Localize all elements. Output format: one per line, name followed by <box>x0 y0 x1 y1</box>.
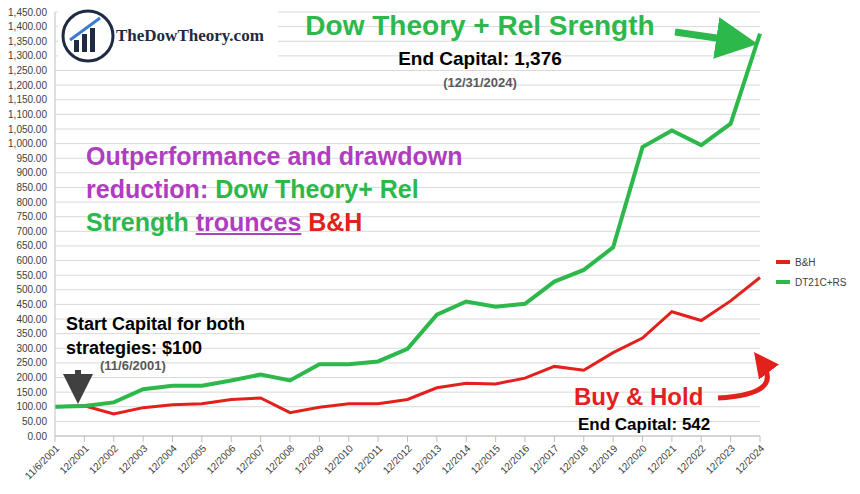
svg-text:1,350.00: 1,350.00 <box>8 36 47 47</box>
svg-text:12/2012: 12/2012 <box>381 442 415 476</box>
svg-text:900.00: 900.00 <box>16 167 47 178</box>
svg-text:12/2024: 12/2024 <box>733 442 767 476</box>
svg-text:12/2009: 12/2009 <box>292 442 326 476</box>
html-text:Buy & Hold: Buy & Hold <box>574 383 704 410</box>
svg-text:12/2011: 12/2011 <box>352 442 385 475</box>
html-text:(12/31/2024): (12/31/2024) <box>443 75 517 90</box>
html-text:Outperformance and drawdown re: Outperformance and drawdown reduction: D… <box>86 142 463 236</box>
svg-text:850.00: 850.00 <box>16 182 47 193</box>
html-text:End Capital: 542: End Capital: 542 <box>578 415 711 434</box>
svg-text:1,400.00: 1,400.00 <box>8 21 47 32</box>
svg-text:12/2021: 12/2021 <box>645 442 679 476</box>
svg-text:1,250.00: 1,250.00 <box>8 65 47 76</box>
svg-text:12/2019: 12/2019 <box>586 442 620 476</box>
svg-text:250.00: 250.00 <box>16 357 47 368</box>
svg-text:650.00: 650.00 <box>16 240 47 251</box>
svg-text:11/6/2001: 11/6/2001 <box>23 442 62 481</box>
svg-text:12/2004: 12/2004 <box>146 442 180 476</box>
svg-text:12/2018: 12/2018 <box>557 442 591 476</box>
html-text:TheDowTheory.com: TheDowTheory.com <box>116 26 264 45</box>
svg-text:12/2023: 12/2023 <box>704 442 738 476</box>
svg-text:100.00: 100.00 <box>16 401 47 412</box>
svg-text:1,300.00: 1,300.00 <box>8 50 47 61</box>
svg-text:1,100.00: 1,100.00 <box>8 109 47 120</box>
svg-text:12/2013: 12/2013 <box>410 442 444 476</box>
svg-text:500.00: 500.00 <box>16 284 47 295</box>
svg-text:800.00: 800.00 <box>16 197 47 208</box>
svg-text:12/2010: 12/2010 <box>322 442 356 476</box>
svg-text:300.00: 300.00 <box>16 343 47 354</box>
svg-text:12/2007: 12/2007 <box>234 442 268 476</box>
svg-text:12/2005: 12/2005 <box>175 442 209 476</box>
svg-text:550.00: 550.00 <box>16 270 47 281</box>
svg-text:1,050.00: 1,050.00 <box>8 124 47 135</box>
svg-text:12/2016: 12/2016 <box>498 442 532 476</box>
html-text:End Capital: 1,376: End Capital: 1,376 <box>398 48 562 69</box>
svg-text:200.00: 200.00 <box>16 372 47 383</box>
svg-text:600.00: 600.00 <box>16 255 47 266</box>
svg-text:450.00: 450.00 <box>16 299 47 310</box>
svg-text:12/2002: 12/2002 <box>87 442 121 476</box>
svg-text:400.00: 400.00 <box>16 314 47 325</box>
svg-text:750.00: 750.00 <box>16 211 47 222</box>
html-text:(11/6/2001): (11/6/2001) <box>100 358 166 373</box>
html-text:Dow Theory + Rel Srength: Dow Theory + Rel Srength <box>305 10 655 41</box>
svg-text:350.00: 350.00 <box>16 328 47 339</box>
svg-text:1,450.00: 1,450.00 <box>8 7 47 18</box>
svg-text:12/2015: 12/2015 <box>469 442 503 476</box>
svg-text:0.00: 0.00 <box>28 431 48 442</box>
html-text:Start Capital for both strateg: Start Capital for both strategies: $100 <box>66 314 245 358</box>
svg-text:12/2017: 12/2017 <box>527 442 561 476</box>
svg-text:12/2003: 12/2003 <box>116 442 150 476</box>
html-text:DT21C+RS: DT21C+RS <box>795 276 847 288</box>
svg-text:150.00: 150.00 <box>16 387 47 398</box>
svg-text:1,000.00: 1,000.00 <box>8 138 47 149</box>
svg-text:1,200.00: 1,200.00 <box>8 80 47 91</box>
svg-text:1,150.00: 1,150.00 <box>8 94 47 105</box>
svg-text:12/2006: 12/2006 <box>204 442 238 476</box>
svg-text:950.00: 950.00 <box>16 153 47 164</box>
svg-text:12/2008: 12/2008 <box>263 442 297 476</box>
svg-text:12/2022: 12/2022 <box>674 442 708 476</box>
svg-text:50.00: 50.00 <box>22 416 47 427</box>
html-text:B&H: B&H <box>795 256 816 268</box>
svg-text:12/2020: 12/2020 <box>616 442 650 476</box>
svg-text:700.00: 700.00 <box>16 226 47 237</box>
svg-text:12/2014: 12/2014 <box>439 442 473 476</box>
svg-text:12/2001: 12/2001 <box>57 442 91 476</box>
